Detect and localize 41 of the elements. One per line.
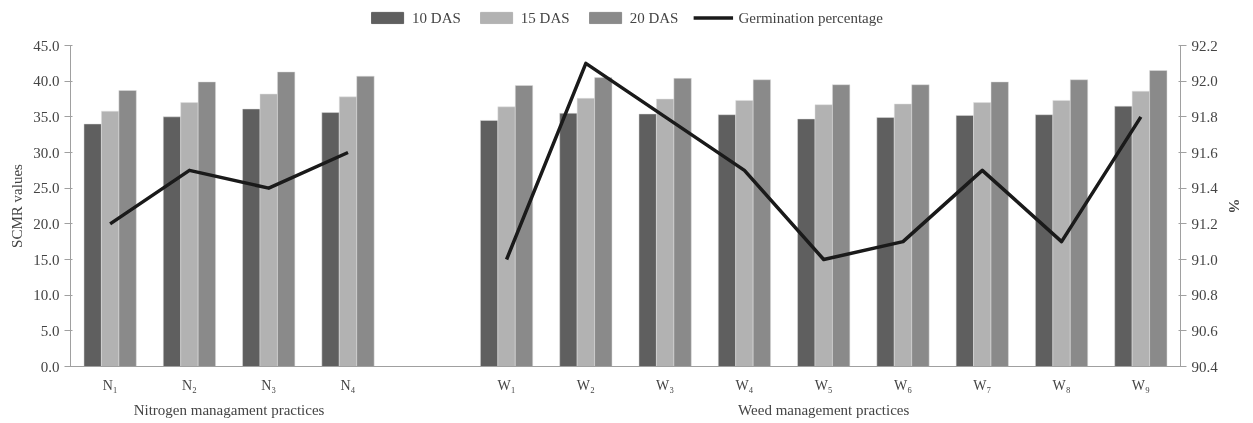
x-tick-label: N₄	[340, 377, 356, 393]
x-tick-label: W₂	[576, 377, 596, 393]
x-tick-label: W₄	[735, 377, 754, 393]
y-tick-label: 10.0	[33, 287, 60, 304]
legend-label: Germination percentage	[738, 9, 883, 26]
x-tick-label: W₁	[497, 377, 516, 393]
x-tick-label: W₃	[656, 377, 675, 393]
legend-label: 15 DAS	[520, 9, 570, 26]
y-tick-label: 30.0	[33, 144, 60, 161]
y-axis-title: SCMR values	[9, 163, 26, 248]
y2-tick-label: 90.8	[1191, 287, 1218, 304]
y2-tick-label: 91.6	[1191, 144, 1219, 161]
y2-tick-label: 91.2	[1191, 215, 1218, 232]
y-tick-label: 15.0	[33, 251, 60, 268]
y2-tick-label: 90.4	[1191, 358, 1219, 375]
y2-axis-title: %	[1225, 198, 1242, 214]
y2-tick-label: 92.0	[1191, 73, 1218, 90]
x-tick-label: W₅	[814, 377, 833, 393]
x-tick-label: N₁	[102, 377, 118, 393]
x-tick-label: W₉	[1131, 377, 1151, 393]
legend-label: 20 DAS	[629, 9, 679, 26]
legend-label: 10 DAS	[412, 9, 461, 26]
x-tick-label: W₆	[893, 377, 913, 393]
y2-tick-label: 92.2	[1191, 37, 1218, 54]
y-tick-label: 20.0	[33, 215, 60, 232]
y2-tick-label: 91.4	[1191, 180, 1219, 197]
y-tick-label: 35.0	[33, 108, 60, 125]
y-tick-label: 40.0	[33, 73, 60, 90]
y-tick-label: 5.0	[40, 322, 60, 339]
y-tick-label: 0.0	[40, 358, 60, 375]
x-tick-label: W₇	[973, 377, 992, 393]
text: Weed management practices	[738, 401, 910, 418]
y-tick-label: 45.0	[33, 37, 60, 54]
y2-tick-label: 90.6	[1191, 322, 1219, 339]
x-tick-label: N₃	[261, 377, 277, 393]
y-tick-label: 25.0	[33, 180, 60, 197]
x-tick-label: N₂	[181, 377, 198, 393]
y2-tick-label: 91.8	[1191, 108, 1218, 125]
x-tick-label: W₈	[1052, 377, 1071, 393]
y2-tick-label: 91.0	[1191, 251, 1218, 268]
text: Nitrogen managament practices	[133, 401, 325, 418]
